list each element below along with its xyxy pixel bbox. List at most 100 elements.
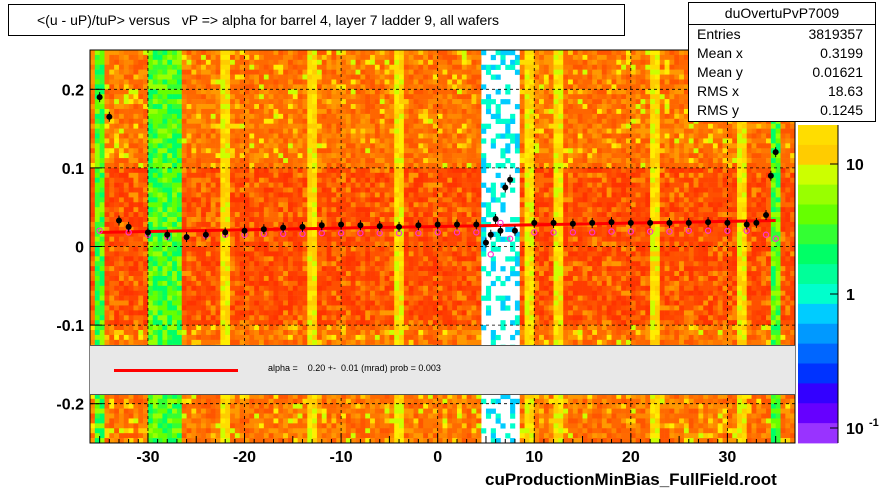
heat-cell (278, 305, 284, 311)
heat-cell (186, 162, 192, 169)
heat-cell (254, 74, 260, 80)
heat-cell (176, 167, 183, 174)
heat-cell (162, 285, 168, 292)
heat-cell (331, 251, 337, 257)
heat-cell (374, 182, 381, 188)
heat-cell (225, 108, 231, 115)
heat-cell (302, 207, 308, 213)
heat-cell (350, 339, 356, 346)
heat-cell (94, 403, 100, 409)
heat-cell (152, 256, 158, 262)
heat-cell (186, 133, 192, 139)
heat-cell (384, 256, 390, 262)
heat-cell (234, 236, 240, 242)
heat-cell (181, 148, 187, 154)
heat-cell (370, 398, 376, 404)
heat-cell (326, 295, 332, 301)
heat-cell (167, 158, 173, 164)
heat-cell (128, 315, 134, 321)
heat-cell (389, 79, 395, 85)
heat-cell (249, 256, 255, 262)
heat-cell (360, 153, 366, 159)
heat-cell (244, 295, 250, 301)
heat-cell (230, 192, 236, 198)
heat-cell (109, 310, 115, 316)
heat-cell (123, 236, 129, 242)
heat-cell (215, 280, 221, 287)
heat-cell (355, 148, 361, 154)
heat-cell (355, 305, 361, 311)
heat-cell (297, 305, 303, 311)
heat-cell (157, 153, 163, 159)
heat-cell (162, 138, 168, 144)
heat-cell (225, 84, 231, 90)
heat-cell (365, 84, 371, 90)
heat-cell (263, 408, 269, 414)
heat-cell (302, 256, 308, 262)
heat-cell (196, 172, 202, 179)
heat-cell (249, 246, 255, 252)
heat-cell (230, 54, 236, 61)
heat-cell (244, 310, 250, 316)
heat-cell (201, 69, 207, 75)
heat-cell (167, 290, 173, 296)
heat-cell (234, 275, 240, 282)
heat-cell (370, 413, 376, 419)
heat-cell (244, 236, 250, 242)
heat-cell (123, 305, 129, 311)
heat-cell (138, 408, 144, 414)
heat-cell (147, 172, 154, 179)
heat-cell (312, 138, 318, 144)
heat-cell (167, 167, 173, 174)
heat-cell (297, 241, 303, 247)
heat-cell (263, 339, 269, 346)
heat-cell (109, 290, 115, 296)
heat-cell (181, 79, 187, 85)
heat-cell (379, 315, 385, 321)
heat-cell (172, 133, 178, 139)
heat-cell (345, 266, 352, 272)
heat-cell (341, 138, 347, 144)
heat-cell (278, 300, 284, 306)
heat-cell (350, 128, 356, 134)
heat-cell (244, 69, 250, 75)
heat-cell (225, 221, 231, 228)
heat-cell (316, 89, 323, 95)
heat-cell (123, 251, 129, 257)
heat-cell (307, 217, 313, 223)
heat-cell (312, 315, 318, 321)
heat-cell (201, 285, 207, 292)
heat-cell (215, 290, 221, 296)
heat-cell (273, 54, 279, 61)
heat-cell (118, 104, 125, 110)
heat-cell (104, 438, 110, 444)
heat-cell (114, 99, 120, 105)
heat-cell (263, 221, 269, 228)
heat-cell (123, 104, 129, 110)
heat-cell (379, 153, 385, 159)
heat-cell (94, 118, 100, 124)
heat-cell (259, 182, 265, 188)
heat-cell (365, 187, 371, 193)
heat-cell (384, 261, 390, 267)
heat-cell (104, 89, 110, 95)
heat-cell (341, 187, 347, 193)
heat-cell (143, 118, 149, 124)
heat-cell (172, 241, 178, 247)
heat-cell (123, 123, 129, 129)
heat-cell (316, 172, 323, 179)
heat-cell (263, 285, 269, 292)
heat-cell (268, 418, 274, 424)
heat-cell (312, 133, 318, 139)
heat-cell (292, 207, 298, 213)
heat-cell (118, 94, 125, 100)
heat-cell (143, 275, 149, 282)
heat-cell (273, 207, 279, 213)
heat-cell (326, 158, 332, 164)
heat-cell (230, 202, 236, 208)
heat-cell (162, 133, 168, 139)
heat-cell (162, 310, 168, 316)
heat-cell (287, 339, 294, 346)
heat-cell (167, 94, 173, 100)
heat-cell (90, 118, 96, 124)
